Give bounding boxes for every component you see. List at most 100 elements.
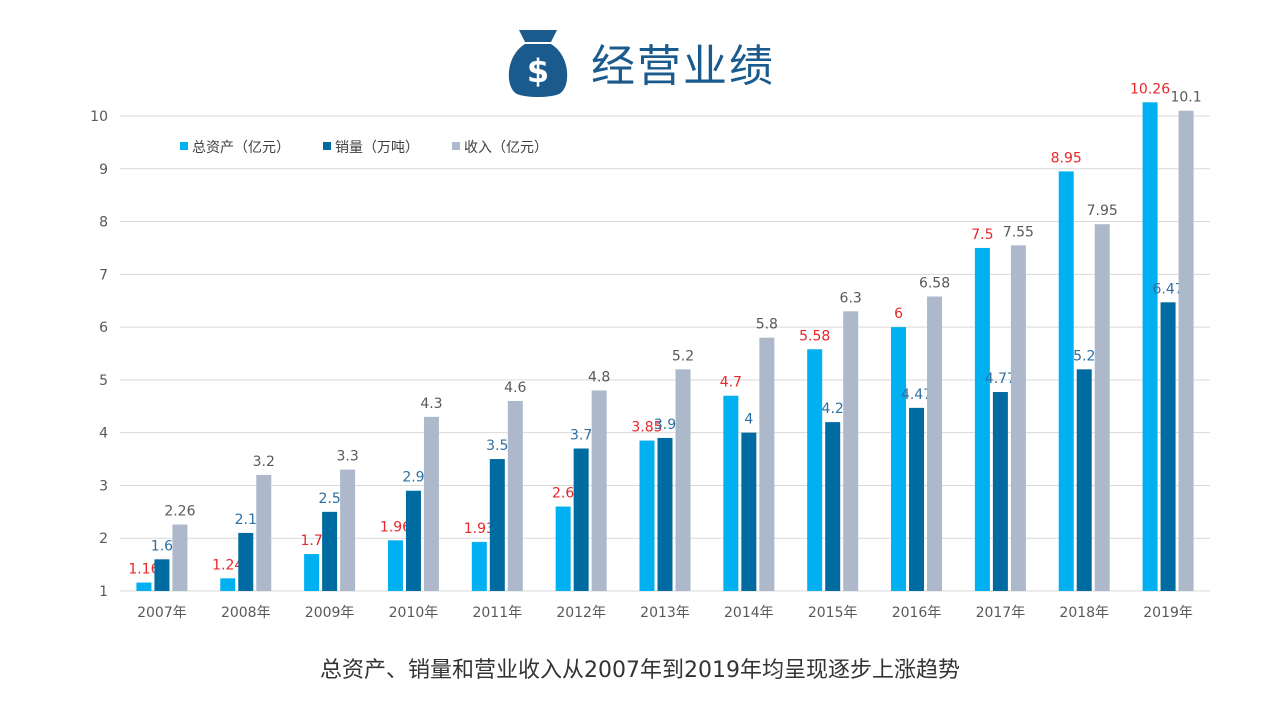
bar xyxy=(405,490,421,591)
bar xyxy=(741,432,757,591)
data-label: 2.9 xyxy=(402,470,424,486)
bar xyxy=(573,448,589,591)
bar xyxy=(489,459,505,591)
bar xyxy=(675,369,691,591)
data-label: 1.7 xyxy=(300,533,322,549)
data-label: 4.6 xyxy=(504,380,526,396)
data-label: 5.2 xyxy=(1073,348,1095,364)
data-label: 4.77 xyxy=(985,371,1016,387)
bar xyxy=(843,311,859,591)
bar xyxy=(555,506,571,591)
data-label: 3.9 xyxy=(654,417,676,433)
x-tick-label: 2008年 xyxy=(221,605,271,621)
data-label: 4.7 xyxy=(720,375,742,391)
bar xyxy=(256,474,272,591)
bar xyxy=(172,524,188,591)
bar xyxy=(825,422,841,591)
data-label: 6.47 xyxy=(1152,281,1183,297)
bar xyxy=(1160,302,1176,591)
data-label: 7.5 xyxy=(971,227,993,243)
bar xyxy=(423,416,439,591)
data-label: 7.95 xyxy=(1087,203,1118,219)
x-tick-label: 2019年 xyxy=(1143,605,1193,621)
data-label: 3.85 xyxy=(631,420,662,436)
bar xyxy=(220,578,236,591)
x-tick-label: 2012年 xyxy=(556,605,606,621)
y-tick-label: 2 xyxy=(99,531,108,547)
bar xyxy=(891,327,907,591)
data-label: 6.58 xyxy=(919,276,950,292)
data-label: 2.6 xyxy=(552,486,574,502)
data-label: 1.6 xyxy=(151,538,173,554)
bar xyxy=(1010,245,1026,592)
y-tick-label: 8 xyxy=(99,215,108,231)
svg-text:$: $ xyxy=(527,52,549,90)
data-label: 3.2 xyxy=(253,454,275,470)
data-label: 10.26 xyxy=(1130,81,1170,97)
data-label: 4.47 xyxy=(901,387,932,403)
data-label: 3.7 xyxy=(570,428,592,444)
bar xyxy=(807,349,823,591)
data-label: 5.2 xyxy=(672,348,694,364)
bar xyxy=(723,395,739,591)
bar xyxy=(591,390,607,591)
x-tick-label: 2009年 xyxy=(305,605,355,621)
x-tick-label: 2014年 xyxy=(724,605,774,621)
x-tick-label: 2015年 xyxy=(808,605,858,621)
data-label: 5.58 xyxy=(799,328,830,344)
x-tick-label: 2018年 xyxy=(1059,605,1109,621)
bar xyxy=(759,337,775,591)
bar xyxy=(238,532,254,591)
bar xyxy=(471,541,487,591)
x-tick-label: 2013年 xyxy=(640,605,690,621)
bar xyxy=(1058,171,1074,591)
bar xyxy=(1178,110,1194,591)
bar xyxy=(154,559,170,591)
data-label: 4 xyxy=(744,412,753,428)
data-label: 6.3 xyxy=(840,290,862,306)
bar xyxy=(1142,102,1158,592)
x-tick-label: 2007年 xyxy=(137,605,187,621)
y-tick-label: 5 xyxy=(99,373,108,389)
bar xyxy=(136,582,152,591)
y-tick-label: 7 xyxy=(99,267,108,283)
data-label: 6 xyxy=(894,306,903,322)
data-label: 8.95 xyxy=(1051,150,1082,166)
x-tick-label: 2010年 xyxy=(389,605,439,621)
y-tick-label: 3 xyxy=(99,478,108,494)
bar xyxy=(322,511,338,591)
data-label: 1.24 xyxy=(212,557,243,573)
legend-swatch xyxy=(452,142,460,150)
data-label: 2.26 xyxy=(164,504,195,520)
bar xyxy=(657,437,673,591)
bar xyxy=(1094,224,1110,591)
data-label: 3.3 xyxy=(336,449,358,465)
legend-label: 收入（亿元） xyxy=(464,140,548,156)
bar xyxy=(992,392,1008,591)
bar xyxy=(927,296,943,591)
x-tick-label: 2016年 xyxy=(892,605,942,621)
data-label: 3.5 xyxy=(486,438,508,454)
y-tick-label: 1 xyxy=(99,584,108,600)
data-label: 5.8 xyxy=(756,317,778,333)
bar xyxy=(1076,369,1092,591)
data-label: 4.8 xyxy=(588,369,610,385)
bar xyxy=(974,247,990,591)
data-label: 1.96 xyxy=(380,519,411,535)
bar xyxy=(639,440,655,591)
data-label: 4.2 xyxy=(822,401,844,417)
legend-label: 销量（万吨） xyxy=(335,140,419,156)
legend-swatch xyxy=(323,142,331,150)
bar-chart: 1 2 3 4 5 6 7 8 9 10 1.16 1.6 2.26 2007年 1.24 2.1 3.2 200… xyxy=(90,81,1210,621)
data-label: 1.93 xyxy=(464,521,495,537)
data-label: 2.1 xyxy=(235,512,257,528)
bar xyxy=(909,407,925,591)
page-title: 经营业绩 xyxy=(591,41,775,92)
bar xyxy=(387,540,403,591)
page-subtitle: 总资产、销量和营业收入从2007年到2019年均呈现逐步上涨趋势 xyxy=(320,658,960,683)
x-tick-label: 2011年 xyxy=(472,605,522,621)
data-label: 2.5 xyxy=(318,491,340,507)
y-tick-label: 9 xyxy=(99,162,108,178)
legend-label: 总资产（亿元） xyxy=(192,140,290,156)
legend-swatch xyxy=(180,142,188,150)
